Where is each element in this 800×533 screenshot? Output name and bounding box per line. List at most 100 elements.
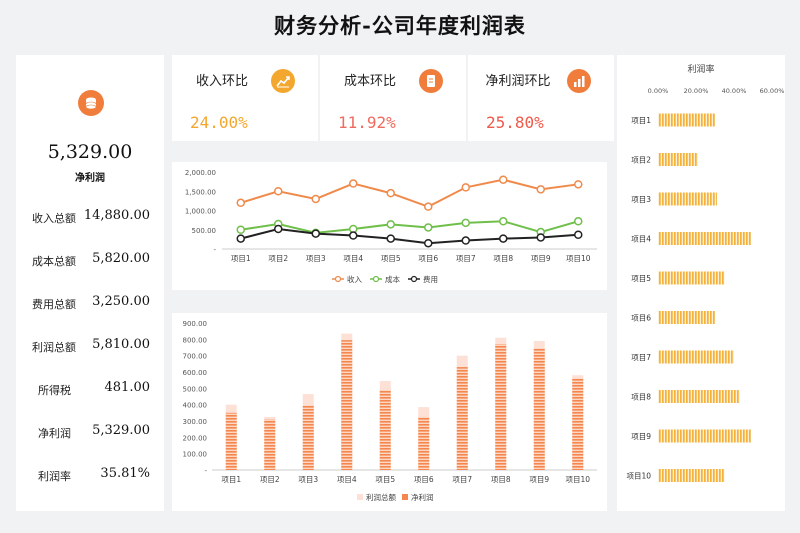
margin-bar	[658, 192, 717, 206]
x-tick-label: 项目3	[298, 475, 318, 484]
y-tick-label: 项目9	[631, 432, 651, 441]
x-tick-label: 项目8	[491, 475, 511, 484]
data-point	[311, 194, 320, 204]
y-tick-label: 项目7	[631, 353, 651, 362]
x-tick-label: 项目3	[306, 254, 326, 263]
y-tick-label: 项目6	[631, 314, 651, 323]
y-tick-label: 900.00	[183, 320, 208, 328]
data-point	[499, 234, 508, 243]
data-point	[424, 238, 433, 248]
series-line-成本	[240, 220, 579, 234]
legend-swatch	[357, 494, 363, 500]
x-tick-label: 项目4	[343, 254, 363, 263]
data-point	[461, 218, 470, 228]
margin-bar	[658, 390, 740, 403]
y-tick-label: 300.00	[183, 418, 208, 426]
data-point	[574, 230, 583, 240]
y-tick-label: 400.00	[183, 402, 208, 410]
row-label: 收入总额	[32, 212, 76, 225]
x-tick-label: 项目8	[493, 254, 513, 263]
y-tick-label: 800.00	[183, 336, 208, 344]
document-icon	[419, 69, 443, 93]
line-chart: - 500.00 1,000.00 1,500.00 2,000.00 项目1 项目2 项目3…	[185, 169, 597, 284]
page-title: 财务分析-公司年度利润表	[274, 13, 526, 38]
margin-bar	[658, 113, 715, 127]
data-point	[349, 231, 358, 240]
bar-net-profit	[495, 344, 507, 470]
x-tick-label: 0.00%	[648, 87, 669, 95]
summary-row-total-profit: 利润总额 5,810.00	[16, 337, 164, 354]
kpi-value: 11.92%	[338, 113, 396, 132]
y-tick-label: 项目8	[631, 393, 651, 402]
x-tick-label: 项目2	[260, 475, 280, 484]
series-line-费用	[240, 227, 579, 245]
kpi-label: 成本环比	[343, 74, 396, 89]
x-tick-label: 项目5	[375, 475, 395, 484]
bar-chart-icon	[567, 69, 591, 93]
bar-net-profit	[264, 419, 276, 470]
margin-bar	[658, 153, 698, 166]
data-point	[349, 179, 358, 188]
row-value: 5,329.00	[92, 423, 150, 438]
margin-bar	[658, 311, 715, 324]
summary-row-expense: 费用总额 3,250.00	[16, 294, 164, 311]
data-point	[236, 225, 245, 234]
row-label: 净利润	[38, 427, 71, 440]
line-chart-panel: - 500.00 1,000.00 1,500.00 2,000.00 项目1 项目2 项目3…	[172, 162, 607, 290]
kpi-card-cost-mom: 成本环比 11.92%	[320, 55, 466, 141]
x-tick-label: 项目10	[565, 475, 590, 484]
net-profit-label: 净利润	[75, 173, 105, 184]
data-point	[499, 217, 508, 226]
data-point	[574, 180, 583, 189]
row-value: 5,810.00	[92, 337, 150, 352]
legend-label: 费用	[423, 274, 438, 284]
profit-margin-chart-panel: 利润率 0.00% 20.00% 40.00% 60.00% 项目1 项目2 项目3 项目4 项目…	[617, 55, 785, 511]
x-tick-label: 项目5	[381, 254, 401, 263]
legend-label: 利润总额	[366, 492, 396, 502]
data-point	[386, 188, 395, 198]
summary-row-net-profit: 净利润 5,329.00	[16, 423, 164, 440]
x-tick-label: 20.00%	[684, 87, 709, 95]
legend-marker	[410, 275, 418, 283]
x-tick-label: 项目10	[566, 254, 591, 263]
bar-net-profit	[418, 416, 430, 470]
data-point	[274, 224, 283, 234]
row-label: 利润总额	[32, 341, 76, 354]
net-profit-value: 5,329.00	[47, 141, 133, 163]
kpi-card-net-profit-mom: 净利润环比 25.80%	[468, 55, 614, 141]
row-value: 481.00	[104, 380, 151, 395]
legend-label: 收入	[347, 274, 362, 284]
row-label: 利润率	[38, 470, 71, 483]
data-point	[574, 217, 583, 226]
row-label: 费用总额	[32, 298, 76, 311]
y-tick-label: 100.00	[183, 451, 208, 459]
summary-row-revenue: 收入总额 14,880.00	[16, 208, 164, 225]
row-value: 3,250.00	[92, 294, 150, 309]
data-point	[424, 202, 433, 211]
y-tick-label: 500.00	[183, 385, 208, 393]
bar-chart-panel: - 100.00 200.00 300.00 400.00 500.00 600.00 700…	[172, 313, 607, 511]
y-tick-label: 项目5	[631, 274, 651, 283]
data-point	[274, 187, 283, 196]
data-point	[536, 233, 545, 242]
data-point	[536, 185, 545, 194]
row-value: 35.81%	[100, 466, 150, 481]
summary-row-profit-margin: 利润率 35.81%	[16, 466, 164, 483]
data-point	[311, 229, 320, 238]
legend-label: 净利润	[411, 492, 434, 502]
bar-net-profit	[533, 348, 545, 470]
y-tick-label: 700.00	[183, 353, 208, 361]
data-point	[461, 183, 470, 192]
y-tick-label: 2,000.00	[185, 169, 216, 177]
data-point	[236, 234, 245, 243]
data-point	[236, 198, 245, 208]
legend-marker	[334, 275, 342, 283]
row-label: 成本总额	[32, 255, 76, 268]
summary-row-cost: 成本总额 5,820.00	[16, 251, 164, 268]
kpi-value: 25.80%	[486, 113, 544, 132]
kpi-value: 24.00%	[190, 113, 248, 132]
coins-icon	[78, 90, 104, 116]
y-tick-label: 200.00	[183, 434, 208, 442]
x-tick-label: 项目1	[231, 254, 251, 263]
legend-marker	[372, 275, 380, 283]
